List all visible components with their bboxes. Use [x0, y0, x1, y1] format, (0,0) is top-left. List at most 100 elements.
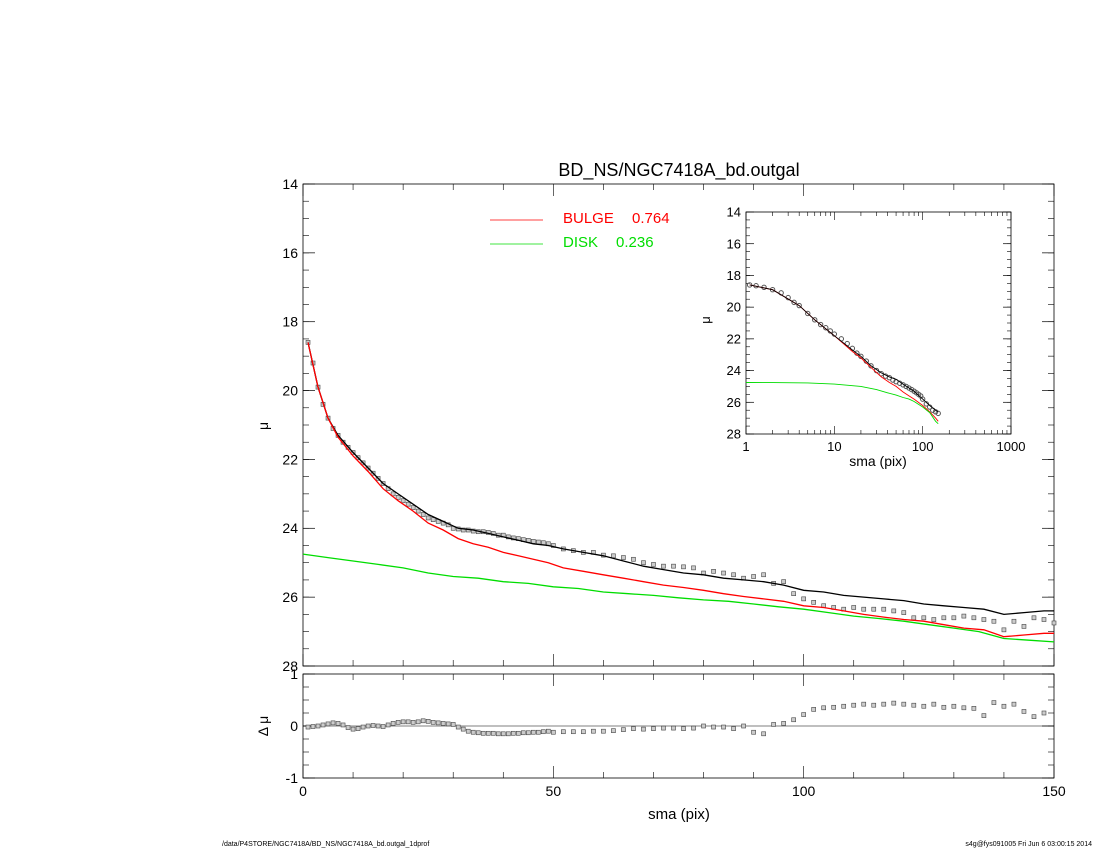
x-tick-label: 10	[827, 439, 841, 454]
data-point	[921, 615, 927, 621]
data-point	[390, 721, 396, 726]
data-point	[546, 728, 551, 734]
data-point	[415, 508, 421, 514]
data-point	[641, 726, 646, 732]
data-point	[1021, 709, 1027, 714]
data-point	[991, 618, 997, 624]
y-tick-label: 14	[727, 205, 741, 220]
y-tick-label: 20	[282, 382, 298, 398]
data-point	[981, 617, 987, 622]
data-point	[375, 723, 381, 729]
data-point	[961, 613, 967, 619]
y-tick-label: 20	[727, 300, 741, 315]
data-point	[903, 383, 909, 390]
residual-x-axis-label: sma (pix)	[648, 806, 710, 823]
data-point	[1031, 714, 1037, 719]
data-point	[370, 723, 376, 728]
main-y-ticks: 14 16 18 20 22 24 26 28	[282, 176, 1055, 674]
data-point	[561, 729, 566, 735]
data-point	[541, 729, 546, 735]
data-point	[791, 717, 796, 723]
data-point	[861, 701, 867, 707]
data-point	[805, 310, 811, 317]
data-point	[741, 723, 746, 729]
data-point	[531, 729, 536, 735]
footer-file-path: /data/P4STORE/NGC7418A/BD_NS/NGC7418A_bd…	[222, 841, 430, 848]
residual-panel: 10-10 50 100 150 Δ μ sma (pix)	[255, 666, 1066, 823]
main-series	[302, 340, 1057, 643]
data-point	[711, 569, 716, 574]
data-point	[360, 724, 366, 730]
data-point	[769, 287, 776, 293]
data-point	[475, 730, 481, 736]
data-point	[1001, 703, 1007, 709]
data-point	[1041, 617, 1047, 622]
data-point	[305, 724, 311, 730]
data-point	[365, 723, 371, 729]
data-point	[691, 565, 696, 571]
data-point	[661, 563, 666, 569]
y-tick-label: 26	[282, 589, 298, 605]
inset-log-panel: 14 16 18 20 22 24 26 281 10 100 1000 μ sma (pix)	[698, 205, 1025, 469]
chart-title: BD_NS/NGC7418A_bd.outgal	[558, 160, 799, 181]
y-tick-label: 18	[282, 314, 298, 330]
data-point	[651, 562, 656, 567]
data-point	[395, 720, 401, 725]
y-tick-label: 28	[282, 658, 298, 674]
residual-ticks: 10-10 50 100 150	[286, 666, 1066, 799]
data-point	[631, 726, 636, 731]
data-point	[901, 701, 907, 707]
y-tick-label: 24	[727, 363, 741, 378]
data-point	[405, 501, 411, 507]
data-point	[961, 705, 967, 711]
data-point	[711, 724, 716, 730]
data-point	[991, 700, 997, 705]
y-tick-label: 16	[282, 245, 298, 261]
data-point	[901, 610, 907, 615]
legend: BULGE 0.764 DISK 0.236	[490, 210, 670, 251]
y-tick-label: 1	[290, 666, 298, 682]
data-point	[420, 718, 426, 724]
data-point	[591, 728, 596, 734]
residual-series	[305, 700, 1047, 737]
data-point	[410, 720, 416, 725]
data-point	[971, 706, 977, 711]
data-point	[510, 730, 516, 736]
data-point	[490, 730, 496, 736]
data-point	[621, 727, 626, 732]
x-tick-label: 100	[792, 783, 816, 799]
data-point	[355, 726, 361, 731]
series-model	[749, 284, 939, 413]
data-point	[761, 572, 766, 578]
y-tick-label: 22	[727, 331, 741, 346]
data-point	[581, 729, 586, 735]
data-point	[425, 719, 431, 724]
data-point	[440, 721, 446, 726]
data-point	[621, 555, 626, 560]
data-point	[911, 615, 917, 621]
inset-series	[745, 282, 941, 425]
data-point	[721, 724, 726, 730]
data-point	[791, 591, 796, 597]
data-point	[350, 726, 356, 732]
data-point	[871, 702, 877, 708]
data-point	[935, 410, 941, 417]
data-point	[861, 606, 867, 612]
data-point	[460, 527, 466, 533]
data-point	[405, 719, 411, 725]
data-point	[971, 615, 977, 621]
data-point	[415, 719, 421, 725]
y-tick-label: 0	[290, 718, 298, 734]
data-point	[891, 700, 897, 706]
data-point	[340, 722, 346, 728]
series-line-disk	[745, 382, 939, 425]
data-point	[651, 726, 656, 731]
data-point	[495, 731, 501, 737]
data-point	[771, 722, 776, 727]
series-line-bulge	[307, 342, 1054, 638]
data-point	[1031, 615, 1037, 621]
series-disk	[745, 382, 939, 425]
data-point	[460, 726, 466, 732]
data-point	[1041, 710, 1047, 716]
